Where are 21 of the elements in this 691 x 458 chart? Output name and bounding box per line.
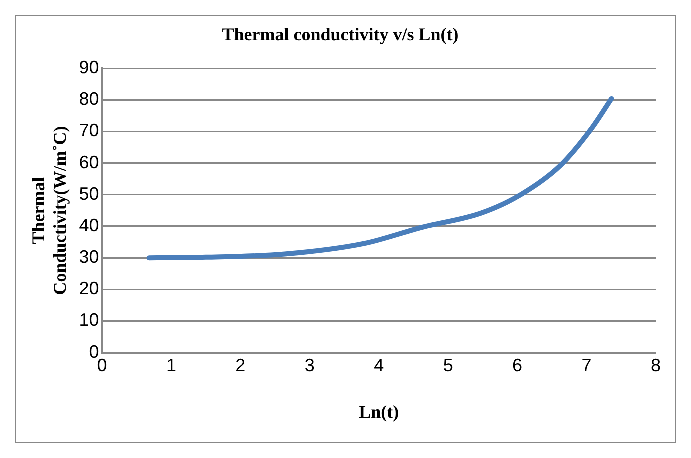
x-tick-label: 7: [582, 356, 592, 376]
y-tick-label: 0: [89, 342, 100, 362]
y-tick-label: 60: [79, 152, 100, 172]
y-tick-label: 10: [79, 310, 100, 330]
y-tick-label: 70: [79, 120, 100, 141]
y-tick-label: 30: [79, 247, 100, 268]
x-axis-title: Ln(t): [359, 402, 400, 422]
x-tick-label: 1: [166, 356, 176, 376]
y-tick-label: 90: [79, 58, 100, 78]
y-axis-title: Thermal Conductivity(W/m˚C): [28, 126, 70, 296]
x-tick-label: 6: [512, 356, 523, 376]
x-tick-label: 5: [443, 356, 454, 376]
x-tick-label: 2: [236, 356, 246, 376]
x-tick-label: 3: [304, 356, 315, 376]
y-tick-label: 40: [79, 215, 100, 236]
y-tick-label: 20: [79, 278, 100, 299]
x-tick-label: 4: [374, 356, 384, 376]
y-tick-label: 50: [79, 184, 100, 204]
x-tick-label: 8: [650, 356, 662, 376]
chart-title: Thermal conductivity v/s Ln(t): [222, 24, 459, 44]
y-tick-label: 80: [79, 89, 100, 110]
